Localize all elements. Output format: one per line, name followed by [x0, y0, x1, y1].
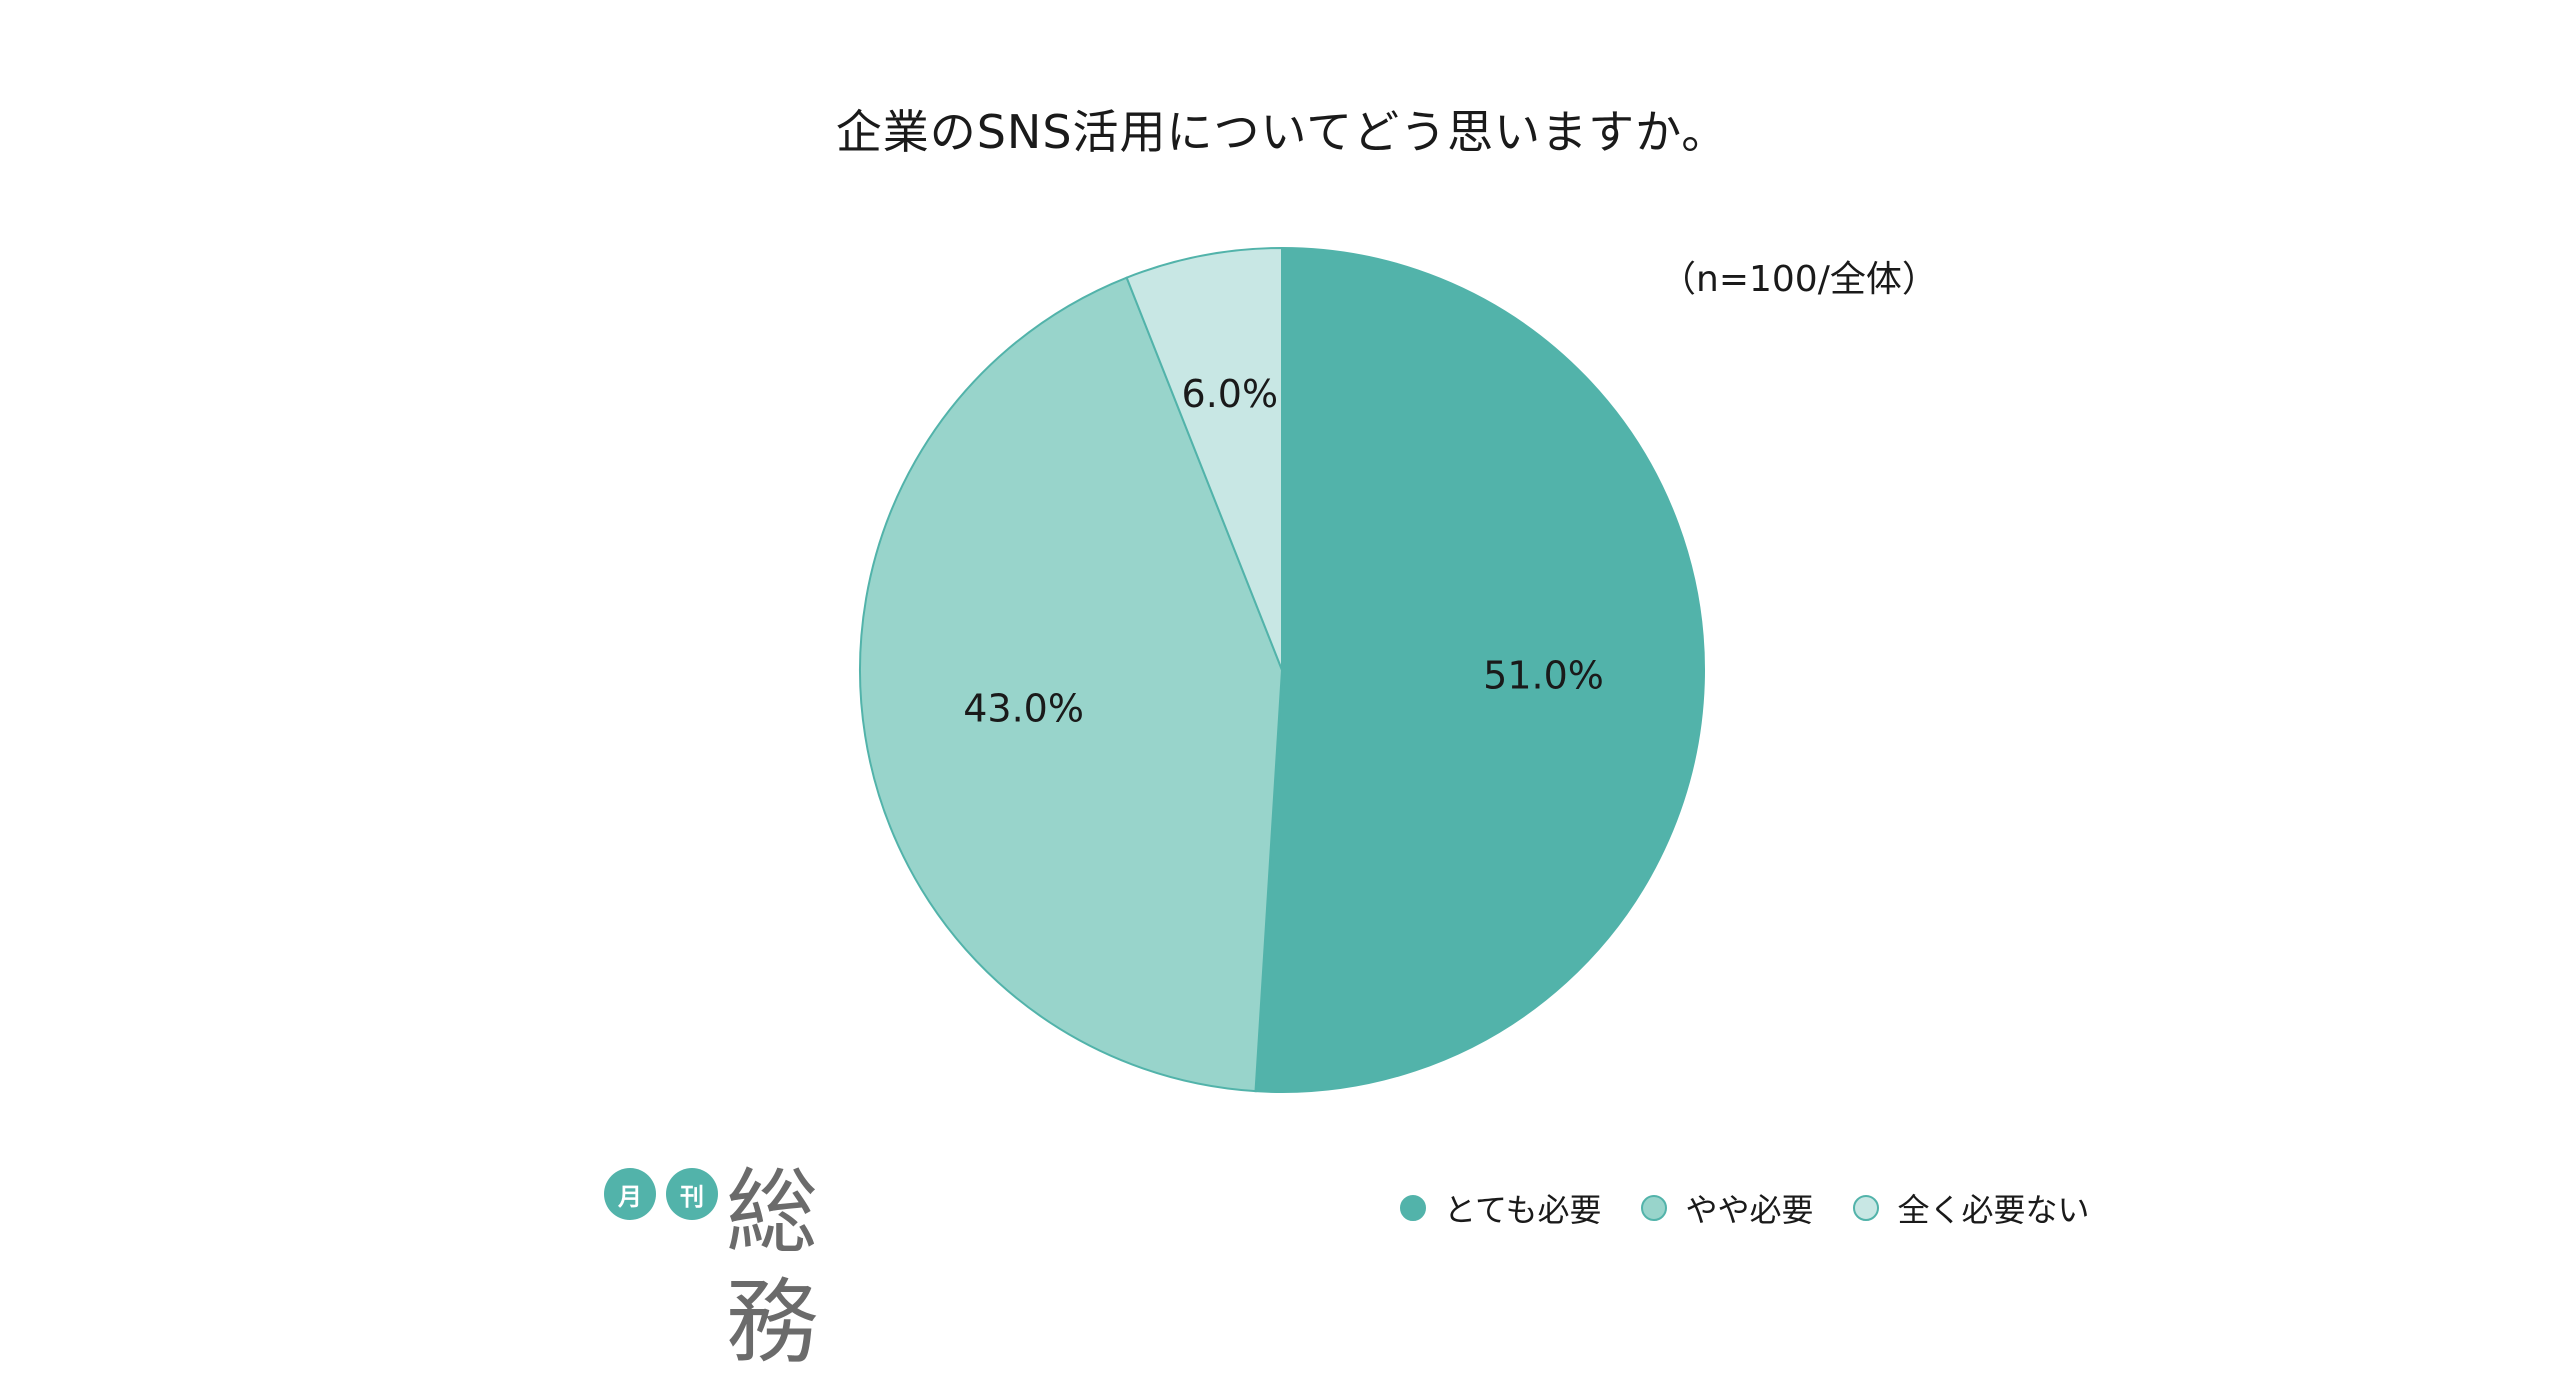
pie-slice-0 — [1254, 246, 1705, 1093]
legend-label-2: 全く必要ない — [1897, 1191, 2090, 1229]
sample-size-note: （n=100/全体） — [1660, 259, 1938, 300]
logo-circle-2: 刊 — [666, 1168, 718, 1220]
chart-title: 企業のSNS活用についてどう思いますか。 — [835, 105, 1729, 159]
pie-slice-1 — [859, 276, 1284, 1093]
legend-swatch-0 — [1400, 1195, 1426, 1221]
slice-label-0: 51.0% — [1483, 654, 1604, 698]
pie-slice-2 — [1125, 246, 1283, 671]
legend-item: やや必要 — [1641, 1185, 1813, 1231]
legend-item: とても必要 — [1400, 1185, 1601, 1231]
legend-label-1: やや必要 — [1685, 1191, 1814, 1229]
slice-label-2: 6.0% — [1182, 372, 1279, 416]
pie-chart: 51.0% 43.0% 6.0% — [859, 246, 1705, 1093]
logo-circle-1: 月 — [604, 1168, 656, 1220]
legend-swatch-2 — [1853, 1195, 1880, 1221]
legend-swatch-1 — [1641, 1195, 1668, 1221]
logo-wordmark: 総務 — [726, 1159, 821, 1376]
legend-label-0: とても必要 — [1444, 1191, 1602, 1229]
chart: 企業のSNS活用についてどう思いますか。 （n=100/全体） 51.0% 43.… — [604, 105, 2089, 1376]
logo: 月 刊 総務 — [604, 1158, 904, 1376]
slice-label-1: 43.0% — [963, 686, 1084, 730]
legend: とても必要 やや必要 全く必要ない — [1400, 1185, 2089, 1231]
legend-item: 全く必要ない — [1853, 1185, 2089, 1231]
